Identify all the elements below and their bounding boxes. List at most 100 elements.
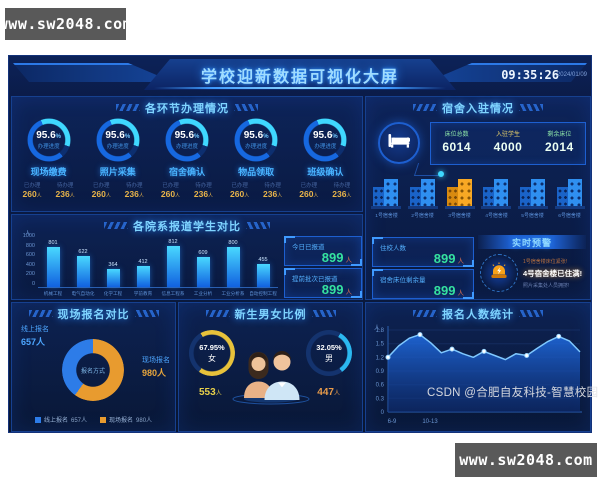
bar-chart-plot: 801 622 364 412 812 609 800 455 xyxy=(38,237,278,288)
dashboard-header: 学校迎新数据可视化大屏 09:35:26 2024/01/09 xyxy=(9,56,591,94)
dorm-stats-box: 床位总数 6014 入驻学生 4000 剩余床位 2014 xyxy=(430,122,586,165)
process-gauge: 95.6% 办理进度 班级确认 已办理 260人 待办理 236人 xyxy=(292,118,358,199)
svg-text:1.2: 1.2 xyxy=(376,355,385,361)
alert-line-minor: 1号宿舍楼床位紧张! xyxy=(523,258,568,265)
panel-title-bar: 现场报名对比 xyxy=(12,306,175,321)
clock-date: 2024/01/09 xyxy=(556,72,587,78)
gauge-ring: 95.6% 办理进度 xyxy=(303,118,348,162)
donut-center-label: 报名方式 xyxy=(80,368,105,375)
alert-body: 1号宿舍楼床位紧张! 4号宿舍楼已住满! 照片采集处人员拥挤! xyxy=(478,249,586,292)
area-chart: 1.8 1.5 1.2 0.9 0.6 0.3 0 人 6-9 10-13 xyxy=(368,320,588,432)
title-decoration-left xyxy=(28,310,53,317)
bar: 801 xyxy=(38,237,68,287)
stat-label: 今日已报道 xyxy=(292,244,325,251)
panel-process-title: 各环节办理情况 xyxy=(145,102,229,115)
male-count: 447人 xyxy=(317,387,340,398)
alert-title: 实时预警 xyxy=(511,237,552,248)
bar: 812 xyxy=(158,237,188,287)
svg-text:6-9: 6-9 xyxy=(388,419,397,425)
bed-icon xyxy=(388,133,411,153)
stat-label: 提前批次已报道 xyxy=(292,276,338,283)
stat-box-resident-count: 住校人数 899 人 xyxy=(372,237,474,267)
svg-text:0.3: 0.3 xyxy=(376,396,385,402)
bar: 800 xyxy=(218,237,248,287)
stat-label: 宿舍床位剩余量 xyxy=(380,277,426,284)
panel-title-bar: 宿舍入驻情况 xyxy=(366,100,590,115)
stat-box-today-reported: 今日已报道 899 人 xyxy=(284,236,362,266)
donut-legend: 线上报名 657人 现场报名 980人 xyxy=(12,415,175,424)
annotation-online: 线上报名 657人 xyxy=(21,326,49,347)
y-axis-unit: 人 xyxy=(25,231,31,237)
alert-lines: 1号宿舍楼床位紧张! 4号宿舍楼已住满! 照片采集处人员拥挤! xyxy=(523,258,582,289)
gauge-ring: 95.6% 办理进度 xyxy=(95,118,140,162)
site-watermark-bottom: www.sw2048.com xyxy=(455,443,597,477)
dorm-building: 1号宿舍楼 xyxy=(369,177,404,219)
bar-chart-y-ticks: 1000 800 600 400 200 0 xyxy=(22,233,35,287)
stat-value: 899 人 xyxy=(433,251,464,266)
stat-value: 899 人 xyxy=(433,283,464,298)
svg-text:1.5: 1.5 xyxy=(376,342,385,348)
title-decoration-left xyxy=(413,310,437,317)
dorm-buildings-row: 1号宿舍楼 2号宿舍楼 3号宿舍楼 4号宿舍楼 5号宿舍楼 6号宿舍楼 xyxy=(368,177,588,219)
bar: 412 xyxy=(128,237,158,287)
title-decoration-left xyxy=(104,222,128,229)
panel-title-bar: 报名人数统计 xyxy=(366,306,590,321)
panel-title-bar: 新生男女比例 xyxy=(179,306,362,321)
svg-text:10-13: 10-13 xyxy=(422,419,438,425)
gauge-ring: 95.6% 办理进度 xyxy=(26,118,71,162)
annotation-onsite: 现场报名 980人 xyxy=(142,357,170,378)
stat-value: 899 人 xyxy=(321,282,352,297)
stat-label: 住校人数 xyxy=(380,245,406,252)
bar: 622 xyxy=(68,237,98,287)
stat-box-batch-reported: 提前批次已报道 899 人 xyxy=(284,268,362,298)
male-ring-arc xyxy=(306,330,352,376)
panel-department-compare: 各院系报道学生对比 人 1000 800 600 400 200 0 801 622 364 4… xyxy=(11,214,363,300)
bar: 609 xyxy=(188,237,218,287)
gauge-ring: 95.6% 办理进度 xyxy=(164,118,209,162)
site-watermark-top: www.sw2048.com xyxy=(0,8,132,40)
process-gauge: 95.6% 办理进度 宿舍确认 已办理 260人 待办理 236人 xyxy=(154,118,220,199)
panel-signup-compare: 现场报名对比 线上报名 657人 报名方式 现场报名 980人 线上报名 657人… xyxy=(11,302,176,432)
title-decoration-right xyxy=(519,104,543,111)
title-decoration-right xyxy=(234,104,258,111)
title-decoration-right xyxy=(246,222,270,229)
alert-line-info: 照片采集处人员拥挤! xyxy=(523,282,570,289)
panel-signup-stats: 报名人数统计 1.8 1.5 1.2 0.9 0.6 0.3 0 人 6-9 10-13 xyxy=(365,302,591,432)
bar: 455 xyxy=(248,237,278,287)
title-decoration-left xyxy=(413,104,437,111)
donut-ring xyxy=(62,339,124,401)
panel-gender-title: 新生男女比例 xyxy=(234,308,307,321)
header-title-banner: 学校迎新数据可视化大屏 xyxy=(144,59,456,90)
gauge-label: 物品领取 xyxy=(238,167,275,177)
panel-title-bar: 各院系报道学生对比 xyxy=(12,218,362,233)
panel-signup-stats-title: 报名人数统计 xyxy=(442,308,514,321)
stat-box-beds-remaining: 宿舍床位剩余量 899 人 xyxy=(372,269,474,299)
panel-signup-compare-title: 现场报名对比 xyxy=(57,308,130,321)
stat-value: 899 人 xyxy=(321,250,352,265)
male-ratio-ring: 32.05% 男 xyxy=(306,330,352,376)
gauge-label: 照片采集 xyxy=(99,167,136,177)
dorm-stat-beds-left: 剩余床位 2014 xyxy=(544,132,574,154)
svg-text:0.6: 0.6 xyxy=(376,383,385,389)
legend-item: 现场报名 980人 xyxy=(100,415,152,424)
title-decoration-right xyxy=(519,310,543,317)
title-decoration-right xyxy=(311,310,336,317)
female-count: 553人 xyxy=(199,387,222,398)
bar: 364 xyxy=(98,237,128,287)
dorm-stat-total-beds: 床位总数 6014 xyxy=(442,132,472,154)
csdn-watermark: CSDN @合肥自友科技-智慧校园 xyxy=(427,387,599,399)
siren-badge xyxy=(480,254,518,292)
male-figure xyxy=(264,351,299,400)
clock-time: 09:35:26 xyxy=(501,68,559,82)
dorm-building: 5号宿舍楼 xyxy=(515,177,550,219)
student-avatars xyxy=(229,341,313,410)
gauge-label: 宿舍确认 xyxy=(168,167,205,177)
panel-title-bar: 各环节办理情况 xyxy=(12,100,362,115)
female-ring-arc xyxy=(189,330,235,376)
panel-dorm-title: 宿舍入驻情况 xyxy=(442,102,514,115)
gauge-ring: 95.6% 办理进度 xyxy=(234,118,279,162)
svg-text:0.9: 0.9 xyxy=(376,369,385,375)
panel-dorm-occupancy: 宿舍入驻情况 床位总数 6014 入驻学 xyxy=(365,96,591,300)
process-gauge: 95.6% 办理进度 物品领取 已办理 260人 待办理 236人 xyxy=(223,118,289,199)
connector-node xyxy=(438,171,444,177)
